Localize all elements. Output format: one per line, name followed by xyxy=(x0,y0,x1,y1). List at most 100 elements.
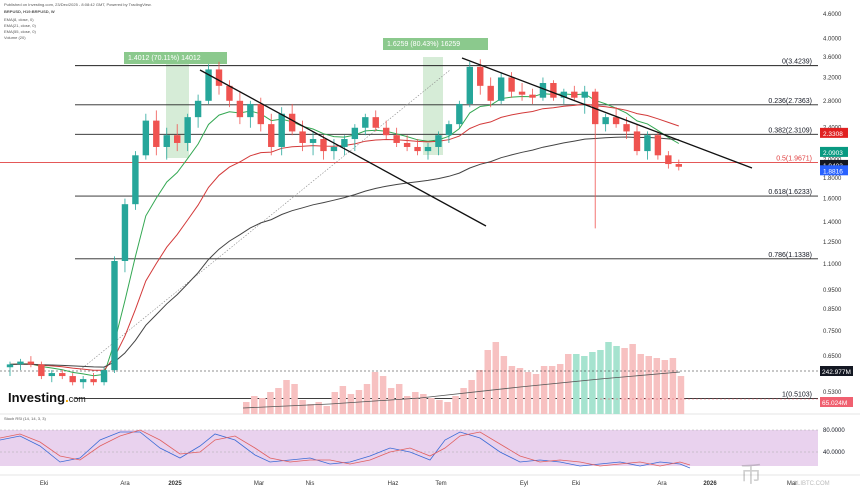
candle-body xyxy=(27,361,35,365)
volume-bar xyxy=(556,364,564,414)
volume-bar xyxy=(436,400,443,414)
fib-label: 1(0.5103) xyxy=(782,391,812,398)
volume-bar xyxy=(484,350,491,414)
range-label-1: 1.4012 (70.11%) 14012 xyxy=(128,55,201,62)
candle-body xyxy=(236,100,244,118)
candle-body xyxy=(48,373,55,377)
fib-label: 0.382(2.3109) xyxy=(768,127,812,134)
volume-bar xyxy=(621,348,628,414)
candle-body xyxy=(341,139,348,147)
candle-body xyxy=(163,135,170,147)
volume-bar xyxy=(629,344,636,414)
candle-body xyxy=(435,135,442,147)
fib-label: 0(3.4239) xyxy=(782,59,812,66)
candle-body xyxy=(393,135,400,143)
candle-body xyxy=(6,364,14,368)
volume-bar xyxy=(589,352,596,414)
volume-badge-label: 242.977M xyxy=(822,369,851,376)
volume-bar xyxy=(565,354,572,414)
volume-bar xyxy=(283,380,290,414)
candle-body xyxy=(362,117,369,128)
candle-body xyxy=(508,77,515,92)
y-tick-label: 1.6000 xyxy=(823,197,842,203)
volume-bar xyxy=(581,356,588,414)
candle-body xyxy=(675,164,682,167)
candle-body xyxy=(69,376,76,383)
x-tick-label: Ara xyxy=(657,481,667,487)
x-tick-label: Haz xyxy=(388,481,399,487)
candle-body xyxy=(38,364,45,377)
fib-label: 0.236(2.7363) xyxy=(768,98,812,105)
volume-ma-line xyxy=(242,371,681,409)
candle-body xyxy=(215,69,223,86)
candle-body xyxy=(205,69,212,101)
x-tick-label: Tem xyxy=(435,481,446,487)
candle-body xyxy=(612,117,620,125)
candle-body xyxy=(654,135,662,156)
candle-body xyxy=(17,361,24,365)
range-label-2: 1.6259 (80.43%) 16259 xyxy=(387,41,460,48)
indicator-ema8: EMA(8, close, 0) xyxy=(4,17,34,22)
candle-body xyxy=(518,91,526,95)
volume-bar xyxy=(573,354,580,414)
candle-body xyxy=(665,155,672,165)
fib-label: 0.786(1.1338) xyxy=(768,252,812,259)
price-badge-label: 1.8816 xyxy=(823,168,843,175)
investing-logo: Investing.com xyxy=(8,390,86,405)
range-label-box-1 xyxy=(124,52,227,64)
volume-bar xyxy=(516,368,524,414)
volume-bar xyxy=(428,398,435,414)
candle-body xyxy=(445,124,453,136)
candle-body xyxy=(121,204,129,261)
x-tick-label: 2026 xyxy=(703,481,717,487)
candle-body xyxy=(142,120,150,156)
candle-body xyxy=(90,379,97,383)
candle-body xyxy=(581,91,588,98)
logo-name: Investing xyxy=(8,390,66,405)
candle-body xyxy=(487,85,494,101)
indicator-ema21: EMA(21, close, 0) xyxy=(4,23,36,28)
y-tick-label: 4.0000 xyxy=(823,36,842,42)
candle-body xyxy=(602,117,609,125)
x-tick-label: Eki xyxy=(40,481,48,487)
candle-body xyxy=(550,83,557,98)
candle-body xyxy=(320,139,327,152)
volume-bar xyxy=(379,376,387,414)
volume-bar xyxy=(275,388,282,414)
trendline-2 xyxy=(461,57,753,169)
rsi-label: Stoch RSI (14, 14, 3, 3) xyxy=(4,416,46,421)
candle-body xyxy=(288,113,296,132)
candle-body xyxy=(132,155,139,205)
candle-body xyxy=(571,91,578,98)
y-tick-label: 1.8000 xyxy=(823,176,842,182)
volume-bar xyxy=(299,400,306,414)
volume-bar xyxy=(315,402,322,414)
indicator-ema55: EMA(55, close, 0) xyxy=(4,29,36,34)
stoch-d-line xyxy=(0,429,691,467)
candle-body xyxy=(278,113,285,147)
volume-bar xyxy=(653,358,661,414)
volume-bar xyxy=(363,384,371,414)
price-badge xyxy=(820,159,848,170)
candle-body xyxy=(539,83,547,98)
volume-bar xyxy=(540,366,548,414)
candle-body xyxy=(560,91,568,98)
candle-body xyxy=(309,139,317,143)
y-tick-label: 4.6000 xyxy=(823,12,842,18)
ema55-line xyxy=(9,136,679,368)
volume-bar xyxy=(524,372,532,414)
volume-bar xyxy=(460,388,467,414)
volume-bar xyxy=(267,392,274,414)
range-label-box-2 xyxy=(383,38,488,50)
published-note: Published on Investing.com, 23/Dec/2025 … xyxy=(4,2,152,7)
volume-bar xyxy=(476,370,483,414)
fib-label: 0.618(1.6233) xyxy=(768,189,812,196)
candle-body xyxy=(174,135,181,143)
y-tick-label: 1.1000 xyxy=(823,262,842,268)
y-tick-label: 3.6000 xyxy=(823,55,842,61)
rsi-tick-80: 80.0000 xyxy=(823,428,845,434)
dotted-trendline xyxy=(79,69,451,371)
candle-body xyxy=(414,146,421,152)
volume-bar xyxy=(597,350,604,414)
volume-bar xyxy=(508,366,516,414)
